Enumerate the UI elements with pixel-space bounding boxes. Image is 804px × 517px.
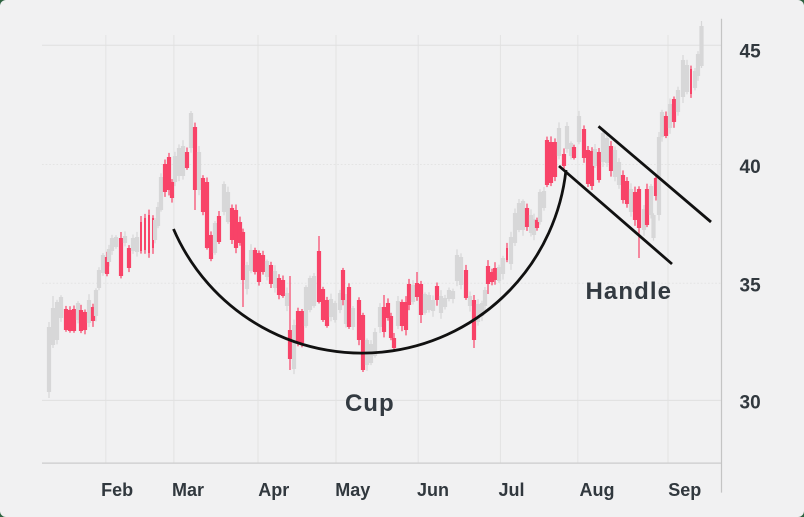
svg-text:Apr: Apr [258,480,289,500]
svg-text:Feb: Feb [101,480,133,500]
svg-text:Jun: Jun [417,480,449,500]
svg-text:Sep: Sep [668,480,701,500]
svg-text:Cup: Cup [345,390,395,417]
svg-text:45: 45 [740,41,762,62]
svg-text:35: 35 [740,275,762,296]
svg-text:Handle: Handle [585,278,672,305]
svg-text:Aug: Aug [580,480,615,500]
svg-text:30: 30 [740,393,761,414]
svg-text:May: May [335,480,370,500]
svg-text:Jul: Jul [498,480,524,500]
svg-text:40: 40 [740,157,761,178]
svg-text:Mar: Mar [172,480,204,500]
